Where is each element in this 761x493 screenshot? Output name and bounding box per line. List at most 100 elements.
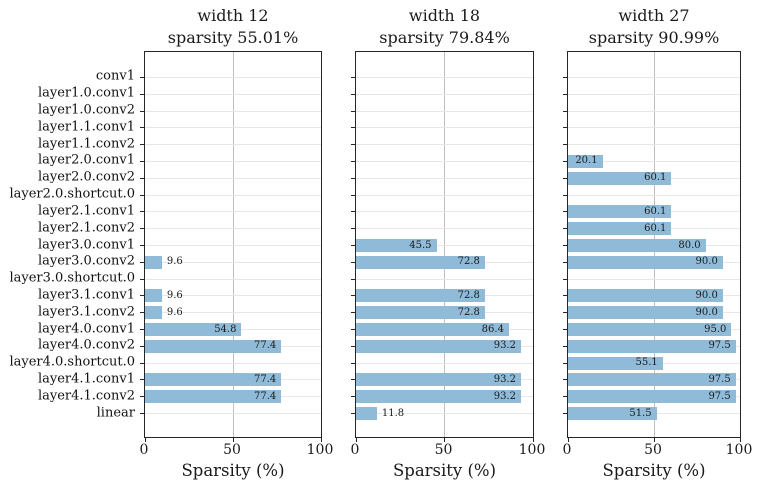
y-tick-mark — [351, 110, 355, 112]
y-tick-mark — [140, 312, 144, 314]
bar-value-label: 11.8 — [381, 407, 405, 419]
bar-layer4.0.conv2 — [356, 339, 521, 353]
gridline-x-50 — [232, 52, 234, 437]
y-tick-label-layer1.0.conv1: layer1.0.conv1 — [37, 85, 135, 101]
bar-layer3.1.conv1 — [568, 289, 723, 303]
gridline-row — [145, 312, 321, 314]
x-axis-label: Sparsity (%) — [392, 461, 497, 480]
y-tick-mark — [140, 379, 144, 381]
chart-title: width 12 sparsity 55.01% — [132, 5, 334, 49]
y-tick-mark — [351, 329, 355, 331]
bar-value-label: 72.8 — [457, 306, 480, 318]
bar-layer2.1.conv1 — [568, 205, 672, 219]
bar-linear — [356, 407, 377, 421]
gridline-row — [145, 228, 321, 230]
y-tick-label-layer2.0.conv2: layer2.0.conv2 — [37, 169, 135, 185]
gridline-row — [145, 362, 321, 364]
y-tick-mark — [563, 144, 567, 146]
y-tick-mark — [563, 362, 567, 364]
y-tick-mark — [351, 194, 355, 196]
y-tick-label-layer2.0.shortcut.0: layer2.0.shortcut.0 — [9, 186, 135, 202]
y-tick-mark — [563, 295, 567, 297]
chart-title-line2: sparsity 55.01% — [167, 28, 299, 47]
bar-layer2.1.conv2 — [568, 222, 672, 236]
y-tick-mark — [140, 93, 144, 95]
bar-value-label: 72.8 — [457, 256, 480, 268]
bar-layer3.1.conv1 — [356, 289, 485, 303]
gridline-row — [356, 278, 533, 280]
gridline-row — [568, 194, 740, 196]
y-tick-mark — [351, 362, 355, 364]
gridline-row — [145, 295, 321, 297]
bar-value-label: 97.5 — [708, 390, 731, 402]
chart-panel-width-12: width 12 sparsity 55.01% 9.6 9.6 9.6 54.8 77… — [140, 0, 334, 493]
plot-area: 9.6 9.6 9.6 54.8 77.4 77.4 77.4 — [140, 51, 322, 442]
bar-value-label: 77.4 — [253, 373, 277, 385]
gridline-row — [568, 110, 740, 112]
y-tick-mark — [563, 228, 567, 230]
y-tick-mark — [563, 413, 567, 415]
y-tick-mark — [140, 396, 144, 398]
gridline-row — [145, 127, 321, 129]
x-tick-mark-100 — [739, 438, 741, 442]
bar-layer3.1.conv2 — [145, 306, 162, 320]
bar-layer2.0.conv2 — [568, 171, 672, 185]
bar-value-label: 77.4 — [253, 390, 277, 402]
bar-layer4.0.conv1 — [568, 323, 732, 337]
bar-value-label: 93.2 — [493, 373, 516, 385]
gridline-row — [356, 110, 533, 112]
bar-value-label: 95.0 — [704, 323, 727, 335]
gridline-row — [145, 93, 321, 95]
x-tick-label-50: 50 — [644, 442, 662, 458]
x-tick-label-50: 50 — [223, 442, 241, 458]
y-tick-mark — [140, 160, 144, 162]
x-tick-labels: 0 50 100 — [140, 442, 334, 460]
bar-value-label: 20.1 — [575, 155, 598, 167]
x-tick-mark-100 — [532, 438, 534, 442]
y-tick-mark — [351, 312, 355, 314]
gridline-row — [145, 211, 321, 213]
gridline-row — [145, 261, 321, 263]
bar-value-label: 90.0 — [695, 256, 718, 268]
bar-value-label: 80.0 — [678, 239, 701, 251]
y-tick-mark — [140, 144, 144, 146]
chart-title-line2: sparsity 90.99% — [588, 28, 720, 47]
y-tick-mark — [351, 379, 355, 381]
y-tick-mark — [351, 295, 355, 297]
y-tick-mark — [351, 211, 355, 213]
gridline-row — [145, 160, 321, 162]
y-tick-label-layer2.0.conv1: layer2.0.conv1 — [37, 152, 135, 168]
bar-layer3.1.conv2 — [356, 306, 485, 320]
bar-layer4.1.conv2 — [568, 390, 736, 404]
y-tick-label-layer1.0.conv2: layer1.0.conv2 — [37, 102, 135, 118]
bar-layer3.0.conv2 — [145, 255, 162, 269]
x-tick-label-100: 100 — [306, 442, 334, 458]
bar-value-label: 9.6 — [166, 289, 183, 301]
bar-value-label: 60.1 — [644, 205, 667, 217]
y-tick-label-layer4.1.conv2: layer4.1.conv2 — [37, 388, 135, 404]
gridline-row — [356, 362, 533, 364]
gridline-x-50 — [444, 52, 445, 437]
bar-value-label: 93.2 — [493, 340, 516, 352]
y-tick-mark — [563, 93, 567, 95]
x-tick-mark-50 — [653, 438, 655, 442]
y-tick-mark — [563, 379, 567, 381]
bar-value-label: 72.8 — [457, 289, 480, 301]
y-tick-mark — [140, 329, 144, 331]
y-tick-mark — [563, 177, 567, 179]
y-tick-mark — [140, 245, 144, 246]
y-tick-mark — [140, 127, 144, 129]
bar-value-label: 90.0 — [695, 306, 718, 318]
y-tick-mark — [563, 160, 567, 162]
gridline-row — [356, 413, 533, 415]
x-tick-mark-0 — [355, 438, 357, 442]
bar-value-label: 45.5 — [409, 239, 432, 251]
y-tick-mark — [563, 76, 567, 78]
bar-value-label: 93.2 — [493, 390, 516, 402]
x-tick-label-100: 100 — [518, 442, 546, 458]
gridline-row — [356, 76, 533, 78]
bar-layer4.1.conv2 — [145, 390, 282, 404]
gridline-row — [568, 93, 740, 95]
y-tick-mark — [351, 160, 355, 162]
